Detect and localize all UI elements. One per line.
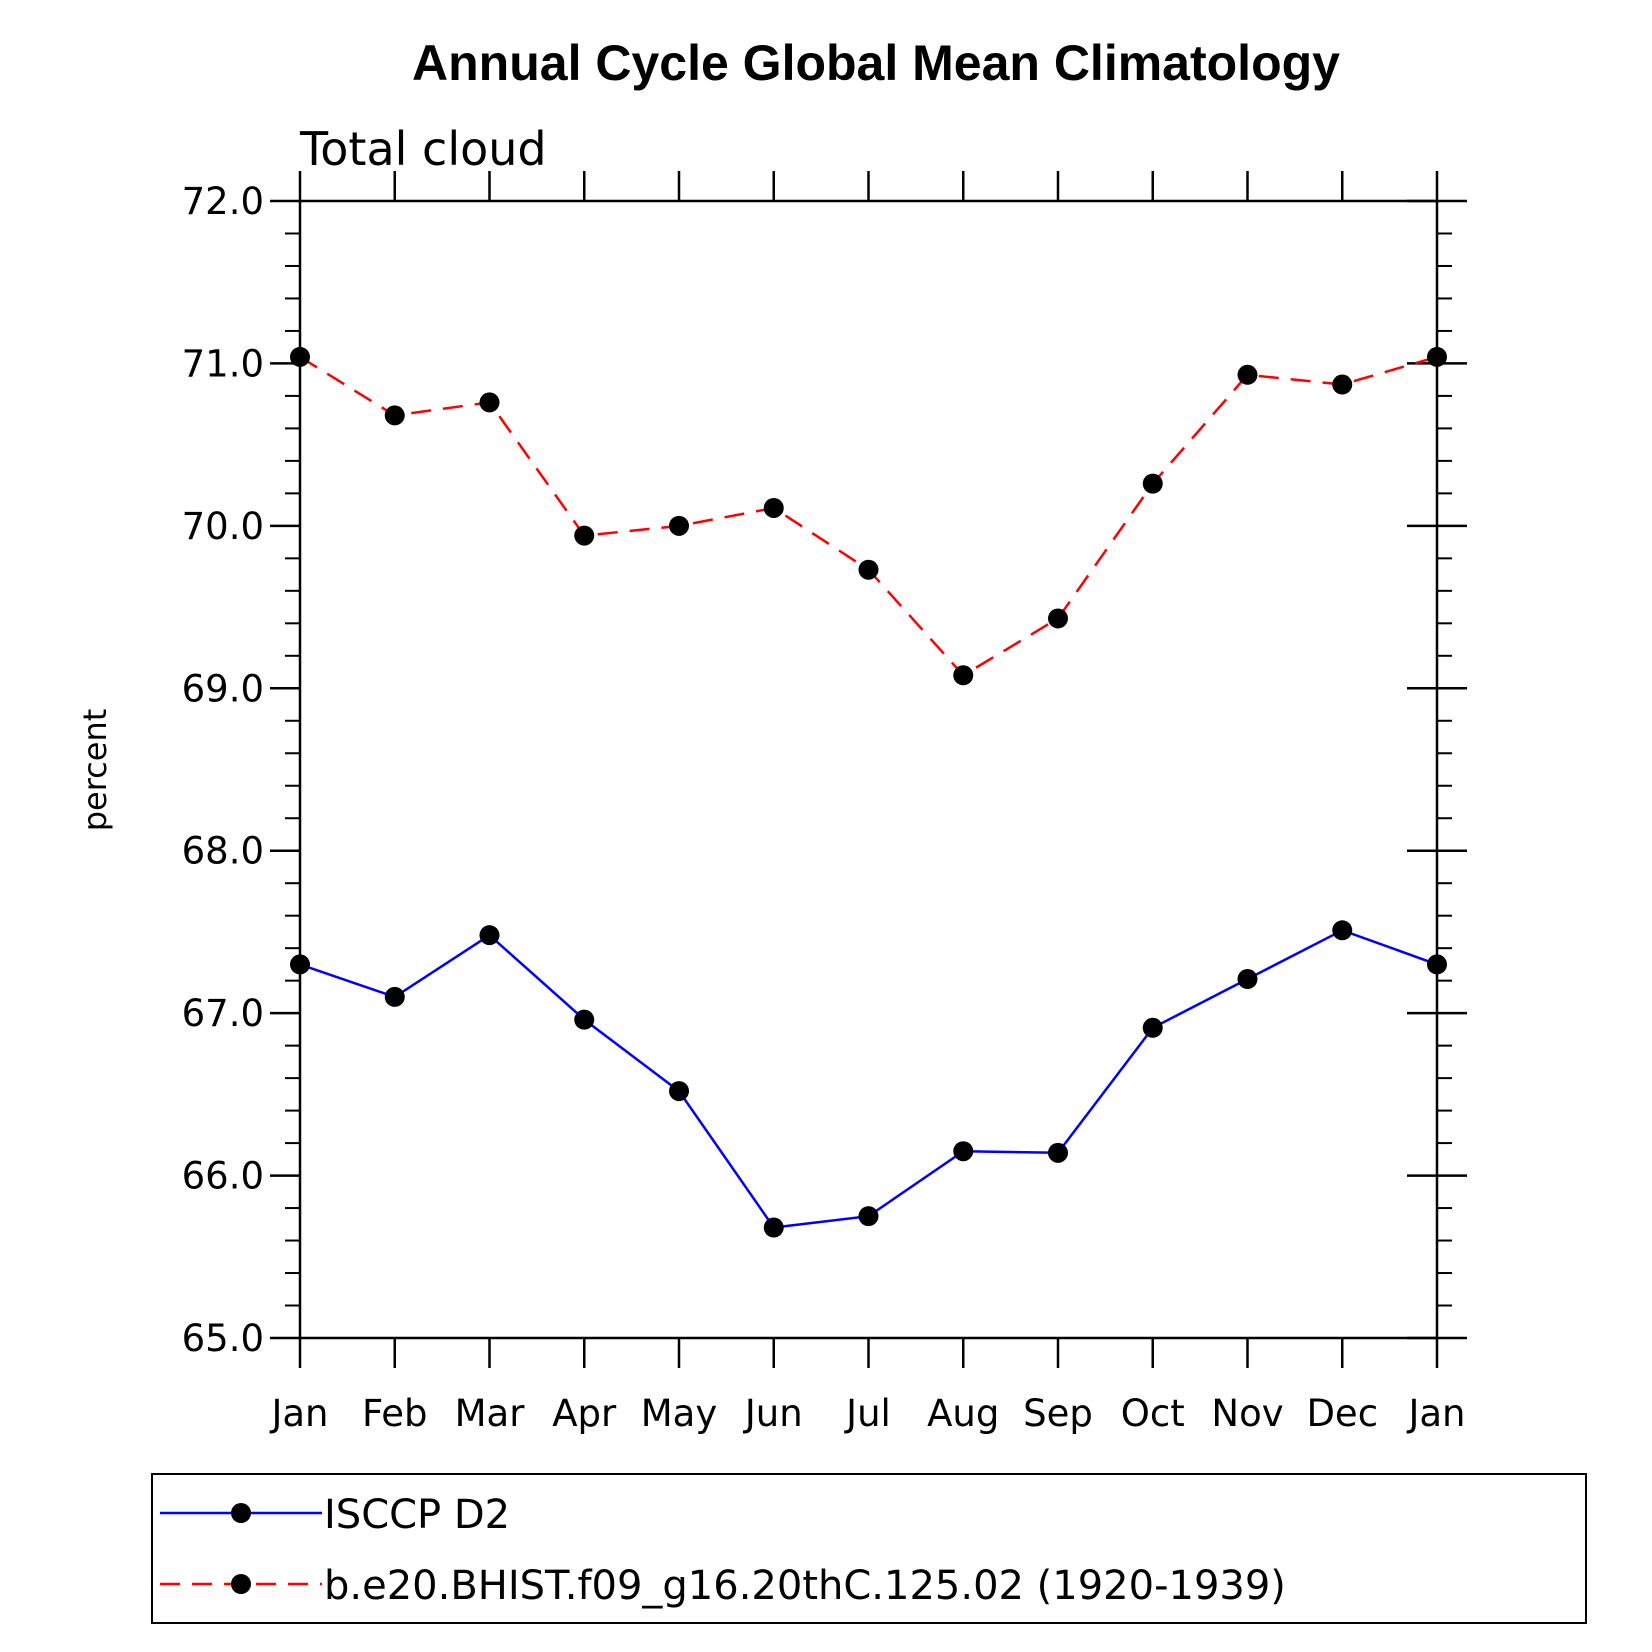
data-point (479, 392, 500, 413)
x-tick-label: Sep (1023, 1392, 1093, 1435)
data-point (1048, 608, 1068, 629)
data-point (1332, 374, 1353, 395)
legend-marker (231, 1574, 251, 1594)
x-tick-label: May (641, 1392, 718, 1435)
data-point (669, 1081, 689, 1102)
y-tick-label: 66.0 (182, 1155, 264, 1198)
x-axis-ticks: Jan Feb Mar Apr May Jun Jul Aug Sep Oct Nov Dec Jan (269, 171, 1466, 1435)
y-axis-label: percent (76, 709, 114, 832)
y-tick-label: 70.0 (182, 505, 264, 548)
y-axis-ticks: 65.0 66.0 67.0 68.0 69.0 70.0 71.0 72.0 (182, 180, 1467, 1360)
legend-box (151, 1473, 1587, 1624)
data-point (953, 665, 974, 686)
data-point (1427, 346, 1447, 367)
x-tick-label: Jul (844, 1392, 891, 1435)
data-point (669, 515, 689, 536)
x-tick-label: Jan (269, 1392, 328, 1435)
x-tick-label: Mar (455, 1392, 526, 1435)
legend-label-0: ISCCP D2 (324, 1492, 510, 1538)
x-tick-label: Feb (362, 1392, 428, 1435)
series-line-1 (299, 355, 1438, 677)
chart-subtitle: Total cloud (299, 122, 547, 176)
plot-frame (298, 199, 1439, 1340)
data-point (763, 497, 784, 518)
chart-title: Annual Cycle Global Mean Climatology (412, 35, 1340, 91)
data-point (858, 1206, 879, 1227)
data-point (384, 405, 405, 426)
y-tick-label: 69.0 (182, 667, 264, 710)
x-tick-label: Aug (927, 1392, 999, 1435)
x-tick-label: Apr (552, 1392, 617, 1435)
data-point (384, 986, 405, 1007)
x-tick-label: Dec (1306, 1392, 1378, 1435)
data-point (1427, 954, 1447, 975)
data-point (1237, 969, 1258, 990)
data-point (290, 954, 310, 975)
data-point (1237, 364, 1258, 385)
data-point (1142, 473, 1163, 494)
data-point (763, 1217, 784, 1238)
x-tick-label: Jan (1406, 1392, 1465, 1435)
x-tick-label: Nov (1211, 1392, 1283, 1435)
x-tick-label: Jun (743, 1392, 803, 1435)
legend: ISCCP D2 b.e20.BHIST.f09_g16.20thC.125.02… (151, 1473, 1587, 1624)
data-point (290, 346, 310, 367)
y-tick-label: 65.0 (182, 1317, 264, 1360)
data-point (1142, 1017, 1163, 1038)
y-tick-label: 71.0 (182, 342, 264, 385)
series-line-0 (299, 928, 1438, 1229)
y-tick-label: 68.0 (182, 830, 264, 873)
data-point (858, 559, 879, 580)
data-point (574, 525, 595, 546)
data-point (1048, 1142, 1068, 1163)
data-point (479, 925, 500, 946)
data-point (1332, 920, 1353, 941)
y-tick-label: 67.0 (182, 992, 264, 1035)
legend-marker (231, 1503, 251, 1523)
data-point (574, 1009, 595, 1030)
series-layer (290, 346, 1447, 1238)
y-tick-label: 72.0 (182, 180, 264, 223)
legend-label-1: b.e20.BHIST.f09_g16.20thC.125.02 (1920-1… (324, 1563, 1286, 1609)
x-tick-label: Oct (1121, 1392, 1185, 1435)
data-point (953, 1141, 974, 1162)
